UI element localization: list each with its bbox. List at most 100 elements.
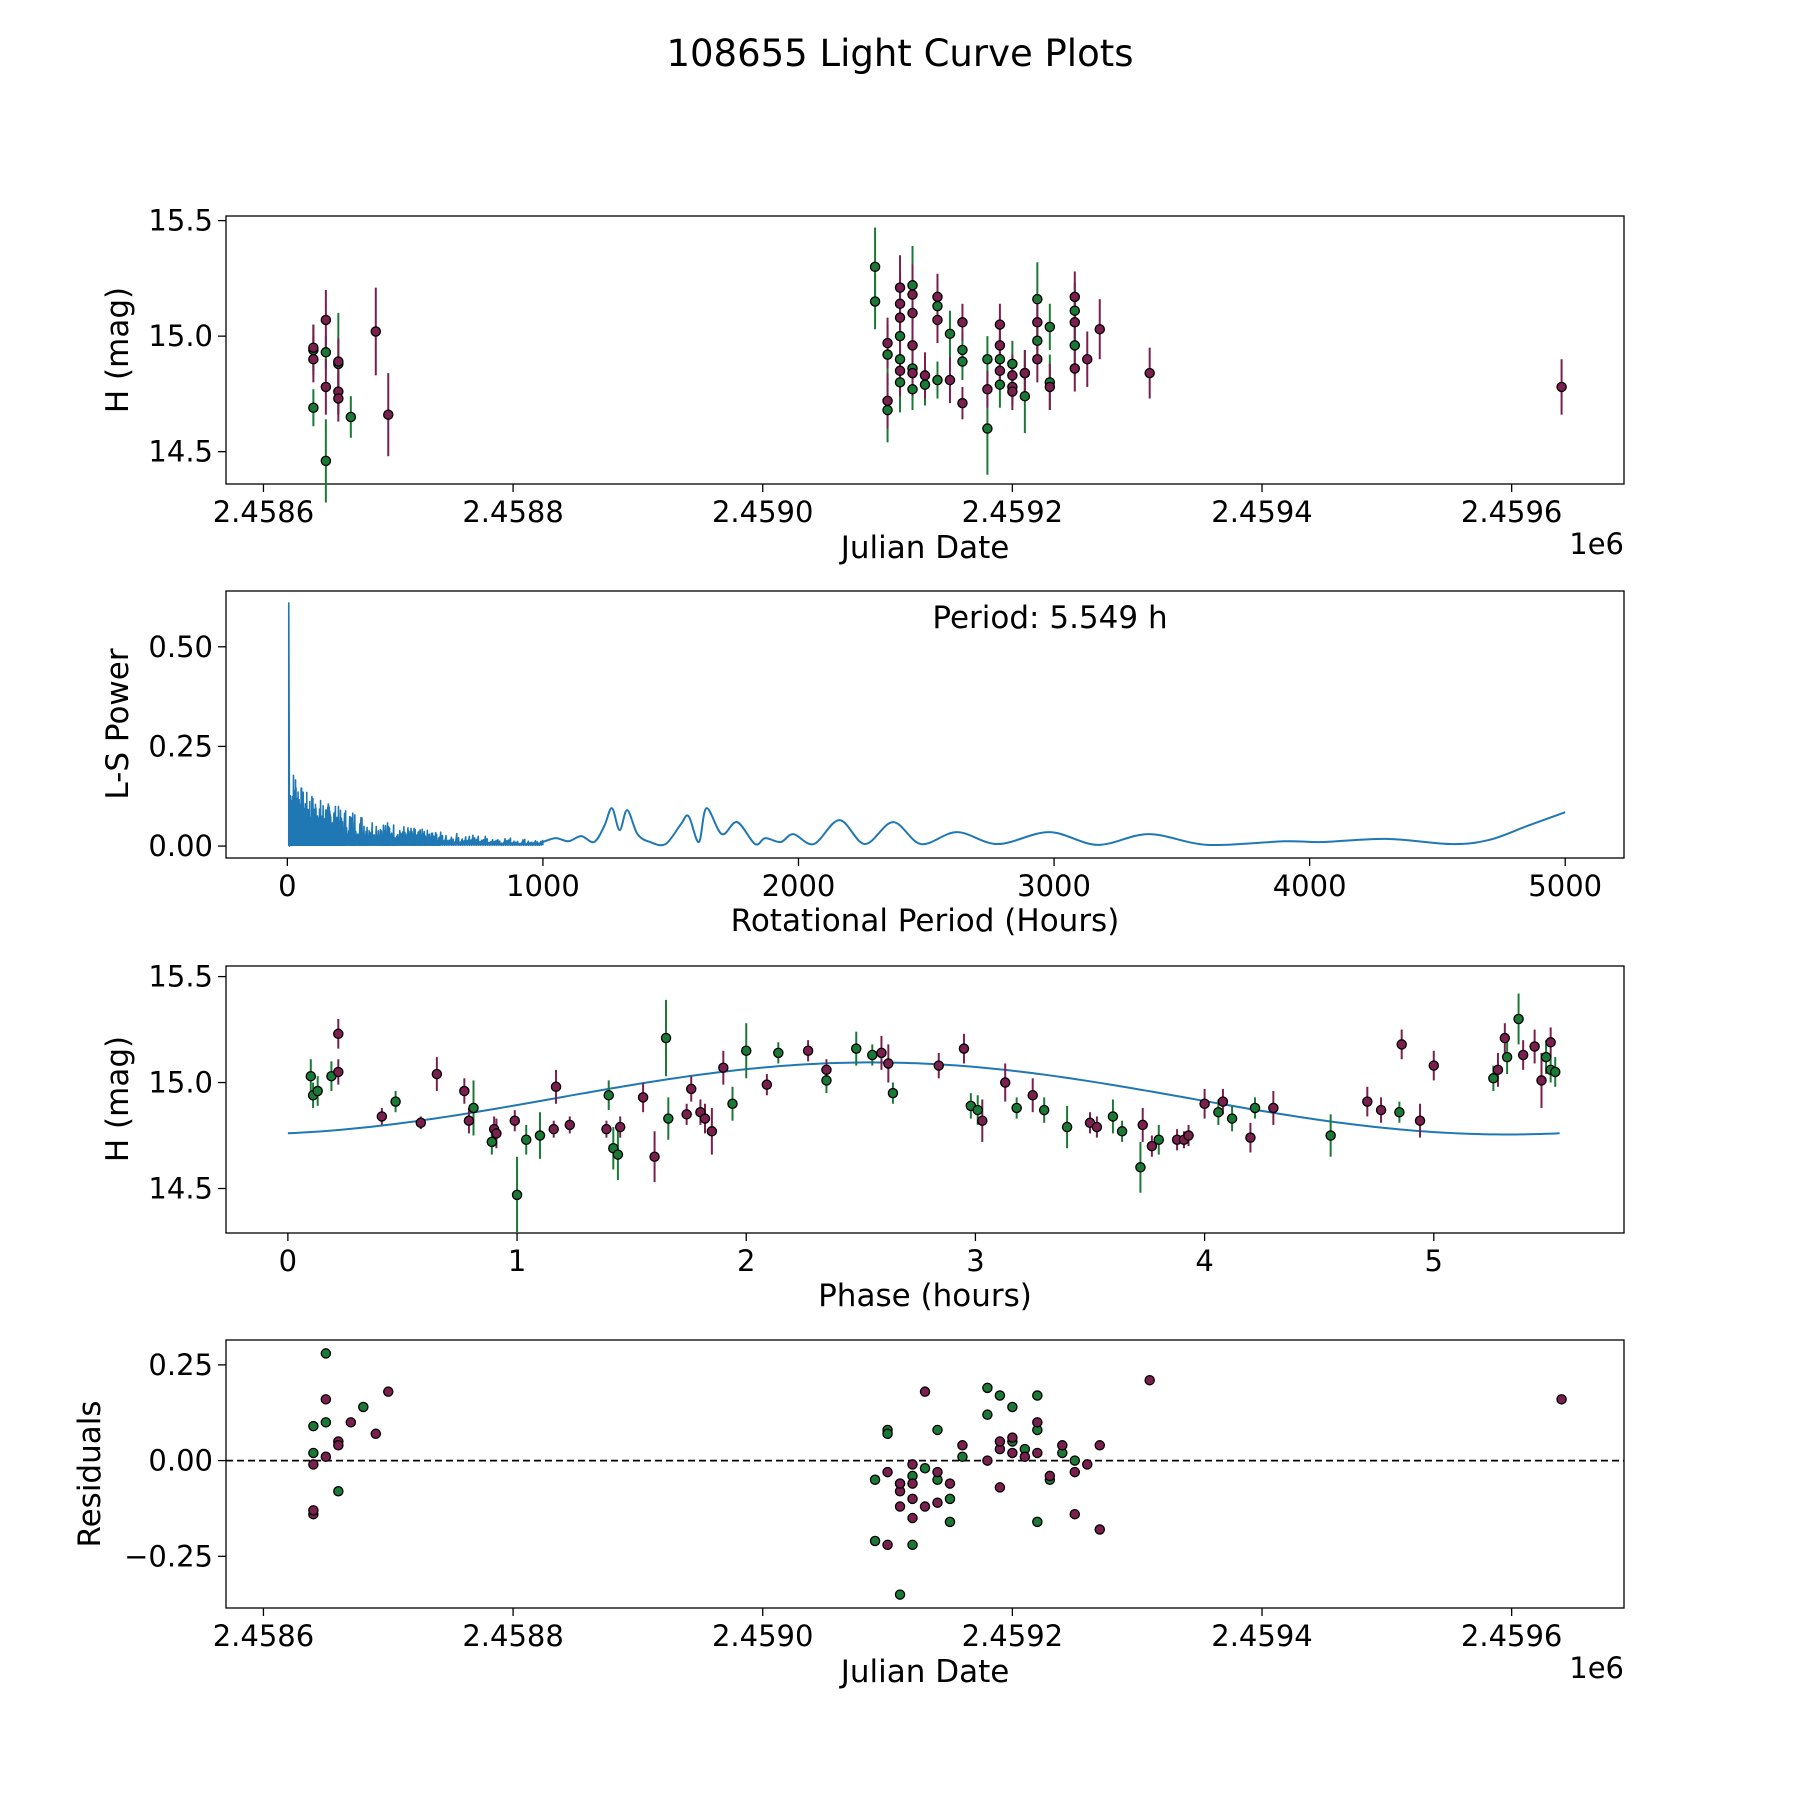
phased-green-point	[821, 1075, 832, 1086]
lightcurve-ylabel: H (mag)	[100, 287, 136, 413]
phased-purple-point	[883, 1058, 894, 1069]
phased-green-point	[1540, 1051, 1552, 1063]
lightcurve-ticks: 2.4586 2.4588 2.4590 2.4592 2.4594 2.4596 14.5…	[148, 204, 1562, 529]
residuals-green-point	[982, 1382, 993, 1394]
phased-purple-point	[415, 1117, 427, 1129]
phased-green-point	[1153, 1134, 1165, 1146]
phased-green-point	[1325, 1130, 1336, 1141]
residuals-purple-point	[370, 1428, 382, 1440]
residuals-purple-point	[982, 1455, 993, 1466]
phased-xtick-label: 5	[1425, 1244, 1443, 1278]
periodogram-xtick-label: 1000	[506, 869, 580, 903]
lightcurve-purple-point	[1082, 353, 1093, 365]
residuals-green-point	[882, 1428, 893, 1440]
periodogram-ylabel: L-S Power	[100, 648, 136, 799]
phased-purple-point	[958, 1043, 970, 1054]
phased-green-point	[1011, 1102, 1022, 1114]
lightcurve-purple-point	[944, 374, 956, 386]
lightcurve-purple-point	[1007, 386, 1018, 397]
residuals-green-point	[894, 1589, 906, 1600]
phased-green-point	[1549, 1066, 1561, 1078]
lightcurve-purple-point	[994, 365, 1006, 377]
phased-purple-point	[550, 1081, 562, 1093]
lightcurve-green-point	[907, 280, 918, 291]
residuals-purple-point	[957, 1440, 968, 1451]
phased-green-point	[660, 1032, 672, 1044]
lightcurve-purple-point	[907, 367, 918, 379]
phased-purple-point	[564, 1119, 576, 1131]
residuals-panel: 2.4586 2.4588 2.4590 2.4592 2.4594 2.4596 −0.2…	[72, 1339, 1625, 1690]
phased-green-point	[1038, 1104, 1050, 1116]
lightcurve-green-point	[1069, 305, 1081, 316]
residuals-x-offset: 1e6	[1569, 1651, 1624, 1685]
phased-purple-point	[1091, 1121, 1103, 1133]
phased-purple-point	[999, 1077, 1011, 1088]
residuals-purple-point	[1057, 1440, 1068, 1451]
phased-purple-point	[761, 1079, 773, 1090]
lightcurve-purple-point	[1069, 291, 1081, 303]
residuals-purple-point	[1082, 1459, 1093, 1470]
phased-green-point	[1213, 1106, 1224, 1118]
residuals-purple-point	[1094, 1524, 1106, 1535]
residuals-purple-point	[907, 1478, 918, 1489]
residuals-purple-point	[1069, 1508, 1081, 1520]
phased-green-point	[520, 1134, 532, 1146]
residuals-purple-point	[994, 1436, 1006, 1447]
residuals-purple-point	[907, 1493, 918, 1505]
lightcurve-green-point	[944, 328, 956, 340]
phased-purple-point	[685, 1083, 697, 1095]
phased-green-point	[312, 1085, 323, 1097]
phased-green-point	[1249, 1102, 1261, 1114]
phased-purple-point	[1199, 1098, 1210, 1109]
lightcurve-green-point	[869, 261, 881, 273]
lightcurve-green-point	[994, 379, 1006, 390]
residuals-purple-point	[333, 1440, 344, 1451]
phased-purple-point	[509, 1115, 521, 1126]
lightcurve-purple-point	[1069, 317, 1081, 328]
lightcurve-purple-point	[308, 353, 319, 365]
phased-purple-point	[1396, 1039, 1407, 1050]
residuals-purple-point	[932, 1466, 943, 1478]
phased-green-point	[887, 1087, 899, 1099]
lightcurve-axes-frame	[225, 215, 1625, 485]
residuals-green-point	[869, 1535, 881, 1547]
lightcurve-purple-point	[957, 397, 968, 409]
phased-fit-curve	[287, 1061, 1560, 1136]
residuals-ytick-label: −0.25	[124, 1539, 213, 1573]
residuals-green-point	[1032, 1390, 1043, 1401]
lightcurve-purple-point	[320, 314, 332, 326]
phased-purple-point	[933, 1060, 945, 1071]
lightcurve-purple-point	[932, 291, 943, 303]
lightcurve-green-point	[1019, 390, 1031, 402]
periodogram-ytick-label: 0.50	[148, 630, 213, 664]
lightcurve-green-point	[932, 300, 943, 312]
phased-green-point	[612, 1149, 624, 1160]
lightcurve-green-point	[1032, 335, 1043, 347]
residuals-data	[226, 1348, 1624, 1600]
residuals-purple-point	[1032, 1417, 1043, 1428]
lightcurve-green-point	[957, 356, 968, 367]
residuals-xtick-label: 2.4596	[1461, 1619, 1562, 1653]
lightcurve-purple-point	[333, 393, 344, 404]
phased-panel: 0 1 2 3 4 5 14.5 15.0 15.5 Phase (hours) H (mag)	[100, 960, 1625, 1314]
lightcurve-green-point	[957, 344, 968, 356]
phased-green-point	[740, 1045, 752, 1057]
periodogram-xlabel: Rotational Period (Hours)	[731, 903, 1120, 939]
phased-purple-point	[1362, 1096, 1373, 1107]
lightcurve-purple-point	[957, 317, 968, 328]
phased-green-point	[603, 1090, 614, 1101]
residuals-axes-frame	[225, 1339, 1625, 1609]
lightcurve-purple-point	[308, 342, 319, 353]
lightcurve-purple-point	[1007, 370, 1018, 381]
phased-purple-point	[718, 1062, 729, 1073]
phased-green-point	[867, 1049, 878, 1061]
phased-xtick-label: 4	[1195, 1244, 1213, 1278]
lightcurve-xtick-label: 2.4588	[462, 495, 563, 529]
phased-green-point	[1061, 1121, 1073, 1133]
lightcurve-green-point	[882, 349, 893, 360]
phased-green-point	[1488, 1073, 1499, 1084]
lightcurve-green-point	[919, 379, 931, 390]
phased-purple-point	[333, 1028, 344, 1040]
residuals-xtick-label: 2.4592	[962, 1619, 1063, 1653]
